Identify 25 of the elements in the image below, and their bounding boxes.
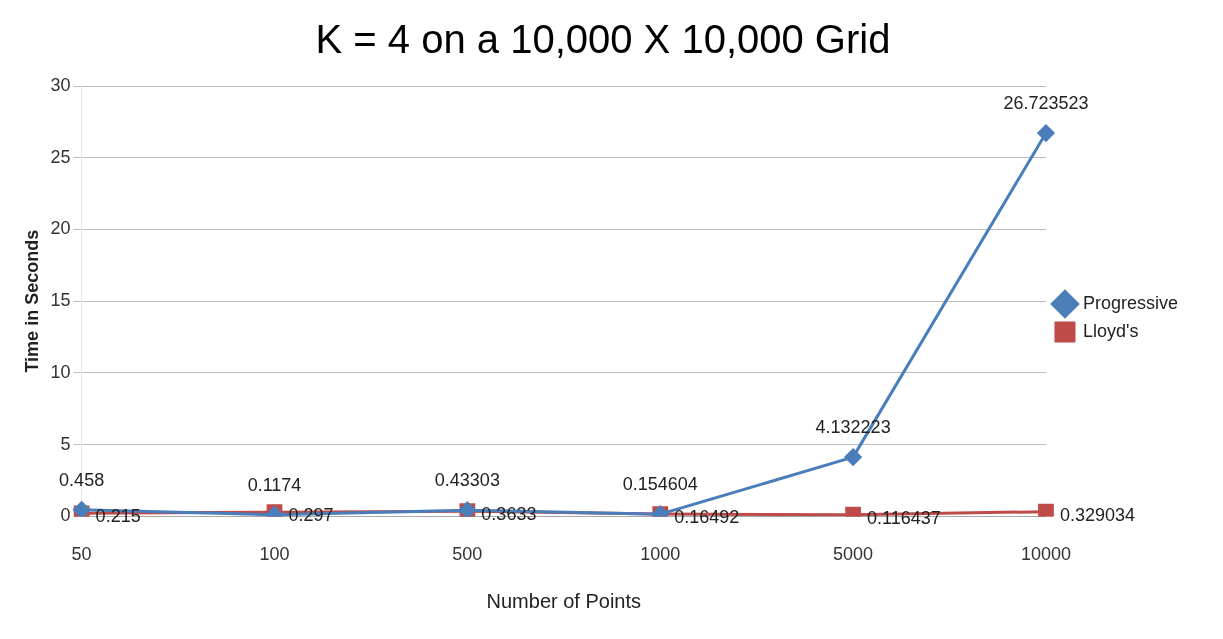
x-tick-label: 5000: [833, 544, 874, 565]
x-axis-title: Number of Points: [486, 589, 642, 612]
data-label: 0.458: [59, 469, 105, 490]
y-tick-label: 5: [60, 433, 71, 454]
y-tick-label: 30: [50, 74, 71, 95]
legend-label: Progressive: [1082, 292, 1179, 313]
data-label: 0.297: [288, 505, 334, 526]
x-tick-label: 10000: [1020, 544, 1071, 565]
y-tick-label: 0: [60, 505, 71, 526]
data-label: 26.723523: [1003, 92, 1089, 113]
x-tick-label: 50: [71, 544, 92, 565]
data-label: 0.43303: [434, 470, 500, 491]
data-label: 0.154604: [622, 474, 698, 495]
x-tick-label: 1000: [640, 544, 681, 565]
y-tick-label: 10: [50, 361, 71, 382]
y-axis-title: Time in Seconds: [21, 229, 42, 373]
chart-title: K = 4 on a 10,000 X 10,000 Grid: [315, 17, 891, 62]
x-tick-label: 500: [452, 544, 483, 565]
legend-label: Lloyd's: [1082, 320, 1139, 341]
data-label: 0.329034: [1059, 504, 1136, 525]
x-tick-label: 100: [259, 544, 290, 565]
y-tick-label: 15: [50, 290, 71, 311]
y-tick-label: 20: [50, 218, 71, 239]
data-label: 0.1174: [247, 474, 302, 495]
y-tick-label: 25: [50, 146, 71, 167]
